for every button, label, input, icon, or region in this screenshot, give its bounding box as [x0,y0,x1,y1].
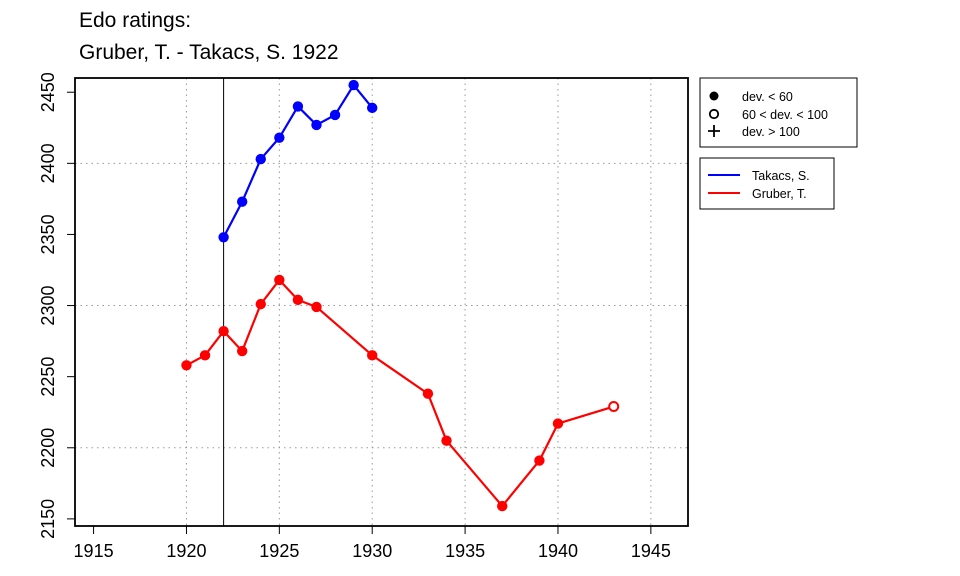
filled-circle-symbol [709,91,719,101]
x-tick-label: 1915 [74,541,114,561]
player-legend: Takacs, S. Gruber, T. [699,157,835,210]
axes-layer: 1915 1920 1925 1930 1935 1940 1945 2150 2200 2250… [38,72,671,561]
player-legend-label: Gruber, T. [752,187,807,201]
data-point [311,301,322,313]
data-point [255,298,266,310]
chart-title-line2: Gruber, T. - Takacs, S. 1922 [79,41,339,64]
data-point [292,101,304,112]
y-tick-label: 2200 [38,428,58,468]
x-tick-label: 1935 [445,541,485,561]
series-line-gruber [185,278,615,508]
y-tick-label: 2350 [38,214,58,254]
legend-dev-label: dev. > 100 [742,125,800,139]
x-tick-label: 1945 [631,541,671,561]
data-point [274,274,285,286]
data-point [329,109,341,121]
open-circle-symbol [708,108,720,120]
data-point [218,232,229,243]
plot-frame [74,77,689,527]
deviation-legend: dev. < 60 60 < dev. < 100 dev. > 100 [699,77,858,148]
plus-symbol [708,125,720,137]
x-tick-label: 1940 [538,541,578,561]
data-point [292,294,304,306]
grid-layer [75,78,688,526]
data-point [441,435,452,446]
x-tick-label: 1925 [259,541,299,561]
legend-dev-label: 60 < dev. < 100 [742,108,828,122]
data-point [422,388,434,399]
data-point [236,196,248,207]
x-tick-label: 1920 [166,541,206,561]
player-legend-label: Takacs, S. [752,169,810,183]
series-layer [181,79,620,512]
data-point [181,360,192,371]
chart-title-line1: Edo ratings: [79,9,192,32]
y-tick-label: 2300 [38,286,58,326]
data-point [274,132,285,143]
y-tick-label: 2250 [38,357,58,397]
data-point [608,401,620,413]
y-tick-label: 2450 [38,72,58,112]
deviation-legend-box [699,77,858,148]
y-tick-label: 2400 [38,143,58,183]
data-point [236,345,248,357]
data-point [367,350,378,361]
data-point [199,350,211,361]
x-tick-label: 1930 [352,541,392,561]
data-point [255,153,266,165]
data-point [367,102,378,114]
data-point [311,119,322,131]
data-point [218,325,229,337]
data-point [534,455,545,466]
y-tick-label: 2150 [38,499,58,539]
legend-dev-label: dev. < 60 [742,90,793,104]
player-legend-box [699,157,835,210]
data-point [348,79,359,91]
data-point [497,500,508,512]
data-point [552,418,564,429]
